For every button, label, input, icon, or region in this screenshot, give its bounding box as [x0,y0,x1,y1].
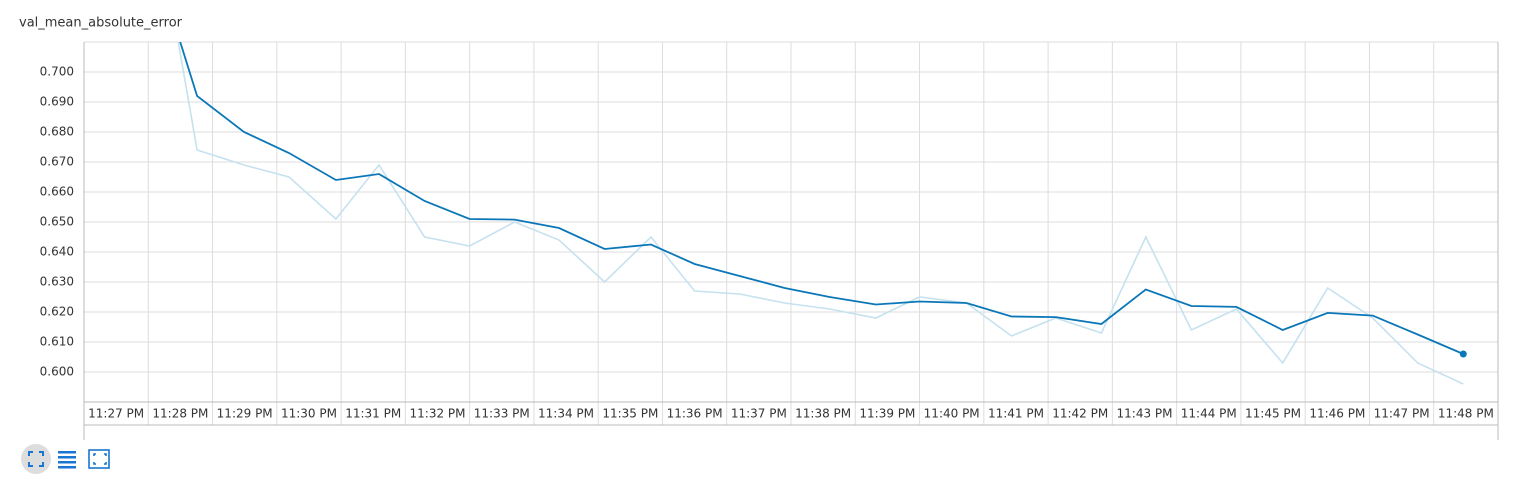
x-tick-label: 11:30 PM [281,407,337,421]
x-tick-label: 11:27 PM [88,407,144,421]
grid [83,41,1498,425]
x-tick-label: 11:31 PM [345,407,401,421]
y-tick-label: 0.680 [40,125,74,139]
y-tick-label: 0.650 [40,215,74,229]
y-tick-label: 0.640 [40,245,74,259]
y-tick-label: 0.670 [40,155,74,169]
x-tick-label: 11:32 PM [410,407,466,421]
x-tick-label: 11:33 PM [474,407,530,421]
x-tick-label: 11:36 PM [667,407,723,421]
last-point [1459,350,1467,358]
y-tick-label: 0.630 [40,275,74,289]
list-icon[interactable] [58,451,76,469]
y-tick-label: 0.610 [40,335,74,349]
x-tick-label: 11:47 PM [1374,407,1430,421]
y-tick-label: 0.690 [40,95,74,109]
y-tick-label: 0.700 [40,65,74,79]
zoom-icon[interactable] [88,449,110,469]
x-tick-label: 11:40 PM [924,407,980,421]
x-tick-label: 11:48 PM [1438,407,1494,421]
fit-button-bg[interactable] [21,444,51,474]
toolbar [21,444,110,474]
x-tick-label: 11:45 PM [1245,407,1301,421]
x-tick-label: 11:29 PM [217,407,273,421]
y-tick-label: 0.660 [40,185,74,199]
x-tick-label: 11:28 PM [152,407,208,421]
x-tick-label: 11:37 PM [731,407,787,421]
plot-area [177,42,1467,385]
x-tick-label: 11:42 PM [1052,407,1108,421]
y-tick-label: 0.600 [40,365,74,379]
x-tick-label: 11:44 PM [1181,407,1237,421]
x-tick-label: 11:39 PM [859,407,915,421]
x-tick-label: 11:46 PM [1309,407,1365,421]
x-tick-label: 11:43 PM [1117,407,1173,421]
x-tick-label: 11:38 PM [795,407,851,421]
y-tick-label: 0.620 [40,305,74,319]
series-line [179,42,1464,355]
series-line [177,42,1464,385]
x-tick-label: 11:34 PM [538,407,594,421]
fit-icon[interactable] [28,451,44,467]
chart-title: val_mean_absolute_error [19,16,183,31]
x-tick-label: 11:41 PM [988,407,1044,421]
x-tick-label: 11:35 PM [602,407,658,421]
